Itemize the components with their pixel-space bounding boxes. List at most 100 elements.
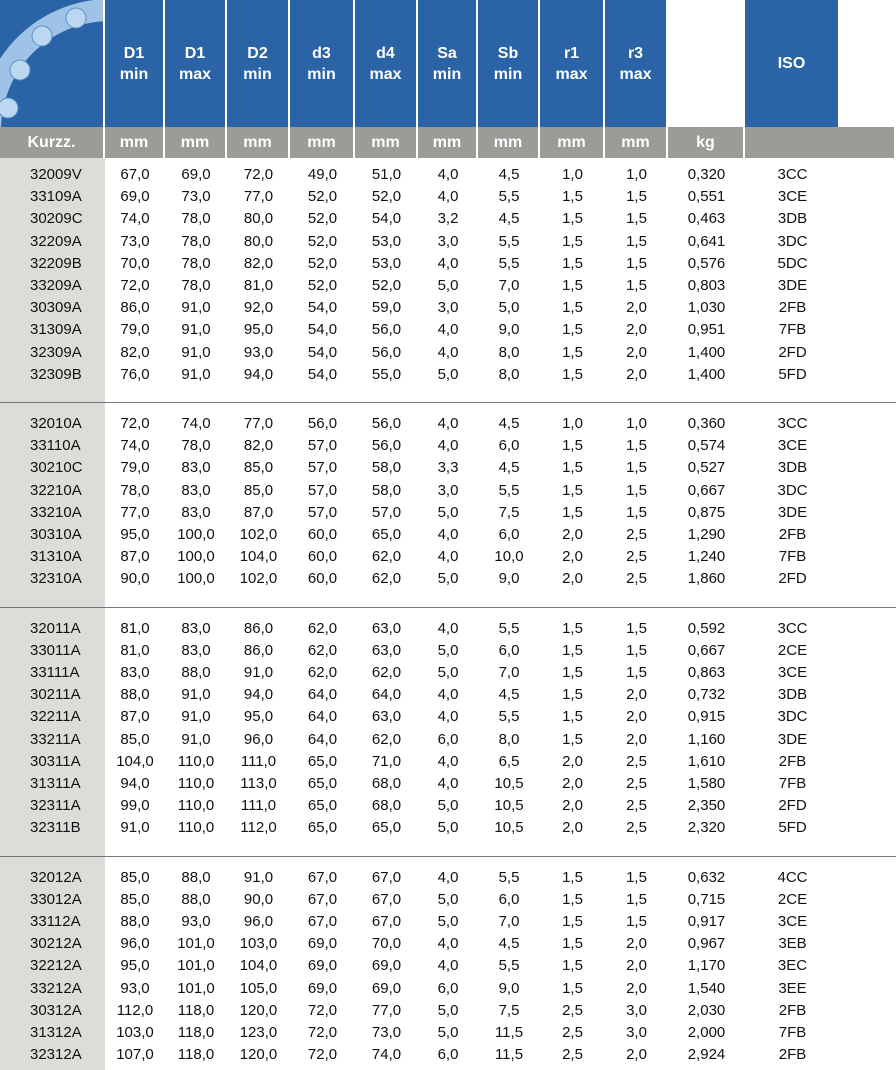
cell: 80,0 [243,232,274,250]
cell: 100,0 [177,548,215,566]
header-cell: Sb min [478,0,540,127]
cell: 85,0 [120,868,150,886]
row-code: 32311B [30,819,81,837]
cell: 80,0 [243,210,274,228]
cell: 63,0 [371,619,402,637]
cell: 100,0 [177,525,215,543]
cell: 1,5 [562,299,583,317]
cell: 91,0 [181,365,211,383]
cell: 5FD [778,365,807,383]
cell: 0,551 [687,188,726,206]
cell: 104,0 [239,548,278,566]
cell: 2,000 [687,1023,726,1041]
cell: 72,0 [307,1023,338,1041]
unit-cell: mm [227,127,290,158]
cell: 3CC [777,414,808,432]
cell: 5,5 [498,188,520,206]
cell: 72,0 [307,1046,338,1064]
cell: 0,576 [687,254,726,272]
cell: 6,0 [437,979,459,997]
cell: 7FB [778,774,807,792]
cell: 104,0 [239,957,278,975]
cell: 78,0 [120,481,150,499]
cell: 111,0 [240,752,277,770]
cell: 95,0 [243,321,274,339]
cell: 1,5 [626,232,647,250]
cell: 3DE [777,503,808,521]
cell: 1,240 [687,548,726,566]
cell: 51,0 [371,165,402,183]
cell: 91,0 [181,321,211,339]
cell: 4,0 [437,868,459,886]
cell: 1,0 [562,414,583,432]
cell: 5,0 [437,276,459,294]
cell: 73,0 [371,1023,402,1041]
cell: 67,0 [371,868,402,886]
cell: 5,0 [437,797,459,815]
cell: 81,0 [243,276,274,294]
cell: 7,0 [498,276,520,294]
cell: 5,0 [437,503,459,521]
cell: 78,0 [181,210,211,228]
cell: 88,0 [120,686,150,704]
header-text: min [243,65,272,83]
cell: 62,0 [371,570,402,588]
cell: 3DC [777,708,808,726]
cell: 6,0 [498,437,520,455]
row-code: 33012A [30,890,82,908]
cell: 1,400 [687,343,726,361]
cell: 72,0 [243,165,274,183]
cell: 5,0 [437,1001,459,1019]
cell: 2,5 [626,570,647,588]
cell: 104,0 [116,752,154,770]
cell: 62,0 [307,641,338,659]
unit-cell: mm [355,127,418,158]
cell: 1,5 [562,459,583,477]
cell: 111,0 [240,797,277,815]
row-code: 30310A [30,525,82,543]
cell: 67,0 [307,912,338,930]
cell: 54,0 [307,343,338,361]
cell: 4,5 [498,935,520,953]
cell: 4,5 [498,686,520,704]
cell: 110,0 [177,774,215,792]
cell: 70,0 [371,935,402,953]
cell: 63,0 [371,641,402,659]
row-code: 30312A [30,1001,82,1019]
cell: 64,0 [307,686,338,704]
cell: 11,5 [494,1023,524,1041]
cell: 2,0 [562,570,583,588]
header-cell: D1 max [165,0,227,127]
cell: 0,915 [687,708,726,726]
cell: 0,917 [687,912,726,930]
cell: 56,0 [371,414,402,432]
cell: 2,0 [626,708,647,726]
cell: 1,5 [626,481,647,499]
cell: 1,5 [626,437,647,455]
cell: 118,0 [177,1046,215,1064]
cell: 4,0 [437,708,459,726]
cell: 9,0 [498,570,520,588]
header-text: max [555,65,588,83]
cell: 2,0 [626,1046,647,1064]
cell: 2,0 [562,819,583,837]
cell: 5,5 [498,708,520,726]
cell: 103,0 [239,935,278,953]
group-separator [0,606,896,608]
cell: 1,5 [626,210,647,228]
cell: 85,0 [120,730,150,748]
row-code: 30210C [30,459,83,477]
cell: 1,0 [626,165,647,183]
cell: 7,5 [498,503,520,521]
cell: 3CC [777,165,808,183]
cell: 2,0 [626,979,647,997]
unit-cell: mm [605,127,668,158]
header-text: D1 [184,44,206,62]
header-cell: Sa min [418,0,478,127]
cell: 86,0 [243,619,274,637]
cell: 0,667 [687,481,726,499]
cell: 95,0 [120,525,150,543]
cell: 0,320 [687,165,726,183]
cell: 1,5 [626,188,647,206]
header-text: min [119,65,149,83]
